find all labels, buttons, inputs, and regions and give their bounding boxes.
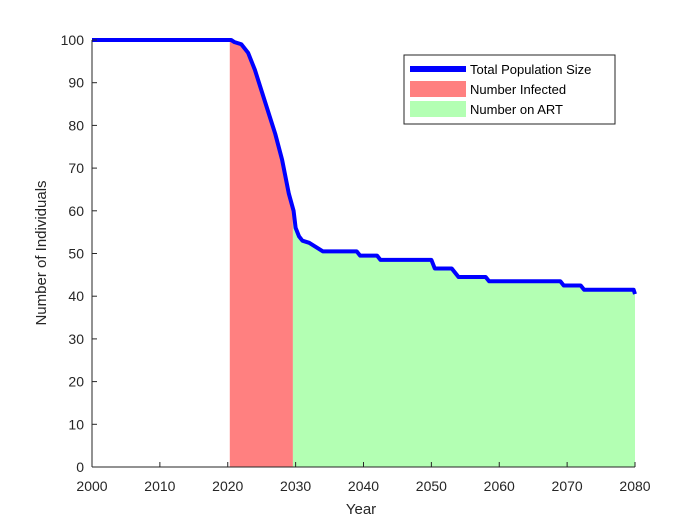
legend-swatch-number-on-art (410, 101, 466, 117)
y-tick-label: 100 (61, 32, 85, 48)
x-tick-label: 2020 (212, 478, 243, 494)
y-tick-label: 70 (68, 160, 84, 176)
y-tick-label: 20 (68, 374, 84, 390)
line-total-population (92, 38, 637, 295)
x-axis-label: Year (346, 501, 376, 518)
legend-label-number-infected: Number Infected (470, 82, 566, 97)
y-tick-label: 50 (68, 246, 84, 262)
x-tick-label: 2040 (348, 478, 379, 494)
y-tick-label: 0 (76, 459, 84, 475)
x-tick-label: 2050 (416, 478, 447, 494)
legend-label-number-on-art: Number on ART (470, 102, 563, 117)
y-axis-label: Number of Individuals (33, 180, 50, 325)
legend-swatch-number-infected (410, 81, 466, 97)
legend: Total Population Size Number Infected Nu… (403, 54, 616, 125)
y-tick-label: 90 (68, 75, 84, 91)
x-tick-label: 2010 (144, 478, 175, 494)
x-tick-label: 2080 (619, 478, 650, 494)
y-tick-label: 40 (68, 288, 84, 304)
area-number-on-art (292, 208, 635, 468)
x-tick-label: 2060 (484, 478, 515, 494)
x-tick-label: 2070 (552, 478, 583, 494)
chart-line-layer (92, 38, 637, 295)
y-tick-label: 30 (68, 331, 84, 347)
y-tick-label: 60 (68, 203, 84, 219)
y-tick-label: 10 (68, 416, 84, 432)
x-tick-label: 2030 (280, 478, 311, 494)
area-number-infected (229, 40, 293, 467)
y-tick-label: 80 (68, 117, 84, 133)
chart-ticks: 2000 2010 2020 2030 2040 2050 2060 2070 20800102… (61, 32, 651, 494)
x-tick-label: 2000 (76, 478, 107, 494)
legend-label-total-population: Total Population Size (470, 62, 591, 77)
